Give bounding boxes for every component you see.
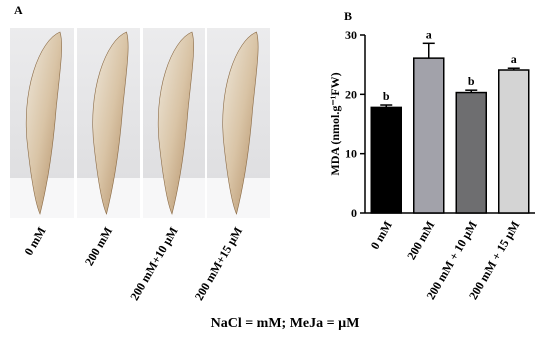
image-label: 200 mM+10 µM [127,225,180,303]
x-tick-label: 200 mM [404,219,437,263]
image-label: 0 mM [21,225,48,258]
bar [370,106,402,214]
panel-label: A [14,3,23,17]
y-tick-label: 20 [345,87,357,101]
y-axis-label: MDA (nmol.g⁻¹FW) [328,72,342,175]
x-tick-label: 0 mM [368,219,395,252]
bar [455,91,487,214]
footnote: NaCl = mM; MeJa = µM [211,316,360,331]
y-tick-label: 10 [345,147,357,161]
significance-letter: b [468,74,475,88]
leaf [92,31,129,215]
image-label: 200 mM [82,225,115,269]
significance-letter: a [511,52,517,66]
panel-label: B [344,9,352,23]
leaf [157,31,194,215]
bar [413,57,445,214]
y-tick-label: 0 [351,206,357,220]
leaf [25,31,62,215]
y-tick-label: 30 [345,28,357,42]
significance-letter: b [383,89,390,103]
image-label: 200 mM+15 µM [192,225,245,303]
bar [498,69,530,214]
significance-letter: a [426,27,432,41]
leaf [222,31,259,215]
